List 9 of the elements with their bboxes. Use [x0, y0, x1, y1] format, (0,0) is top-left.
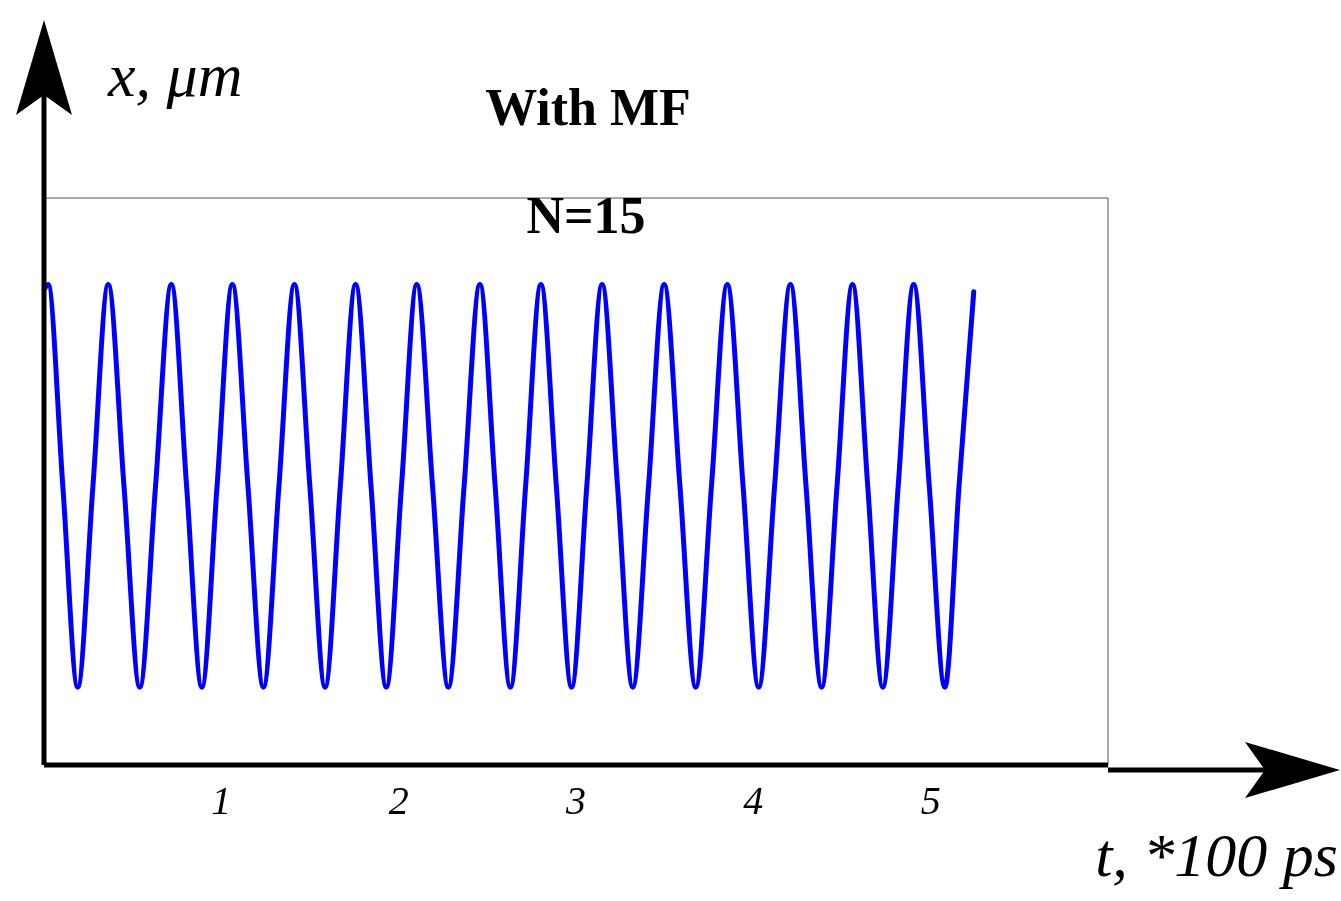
x-tick-label: 4: [743, 777, 764, 823]
y-axis-title: x, μm: [107, 41, 243, 110]
x-tick-label: 1: [211, 777, 232, 823]
chart-title: With MF: [485, 79, 691, 137]
x-tick-label: 3: [565, 777, 586, 823]
chart-subtitle: N=15: [526, 187, 646, 245]
x-axis-title: t, *100 ps: [1095, 821, 1338, 890]
x-tick-label: 5: [920, 777, 941, 823]
x-tick-label: 2: [388, 777, 409, 823]
